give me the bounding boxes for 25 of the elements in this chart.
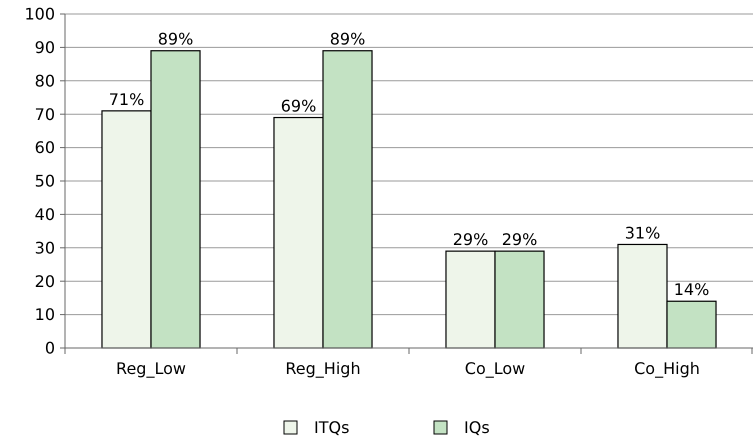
y-tick-label: 80: [34, 71, 55, 90]
y-tick-label: 90: [34, 38, 55, 57]
data-label: 29%: [452, 230, 488, 250]
y-tick-label: 60: [34, 138, 55, 158]
x-tick-label: Co_High: [634, 359, 700, 378]
y-tick-label: 70: [34, 104, 55, 124]
y-tick-label: 10: [34, 305, 55, 324]
legend-label: IQs: [464, 418, 490, 437]
x-tick-label: Reg_High: [285, 359, 361, 378]
y-tick-label: 0: [44, 338, 55, 358]
data-label: 29%: [502, 230, 538, 250]
data-label: 89%: [330, 30, 366, 49]
data-label: 69%: [280, 96, 316, 116]
data-label: 31%: [624, 223, 660, 242]
x-tick-label: Reg_Low: [116, 359, 186, 378]
y-tick-label: 100: [24, 4, 55, 24]
data-label: 89%: [158, 30, 194, 49]
y-tick-label: 20: [34, 272, 55, 291]
data-label: 71%: [108, 90, 144, 109]
data-label: 14%: [674, 280, 710, 300]
y-tick-label: 30: [34, 238, 55, 258]
legend-label: ITQs: [314, 418, 350, 437]
y-tick-label: 50: [34, 172, 55, 191]
x-tick-label: Co_Low: [464, 359, 526, 378]
y-tick-label: 40: [34, 205, 55, 224]
